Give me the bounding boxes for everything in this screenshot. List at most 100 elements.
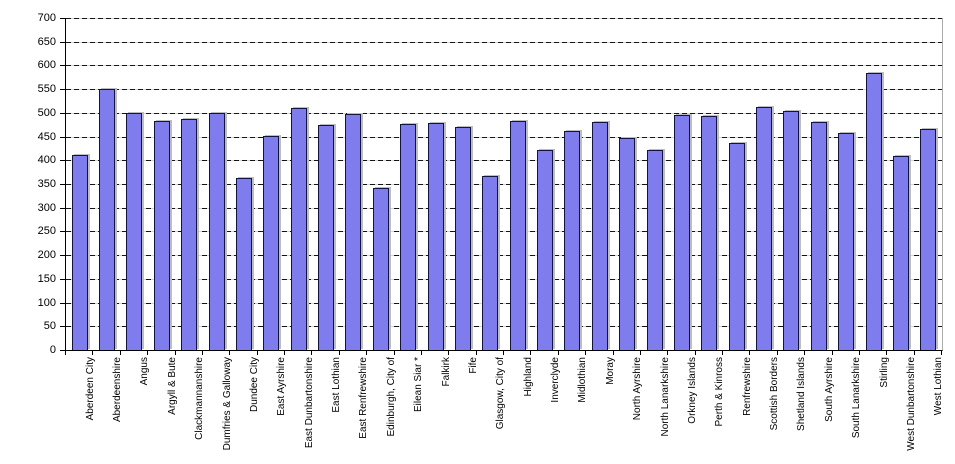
bar-aberdeenshire xyxy=(99,89,116,350)
y-axis-tick-label: 50 xyxy=(43,320,56,333)
y-axis-tick-label: 250 xyxy=(37,225,56,238)
x-axis-tick xyxy=(640,351,641,355)
x-axis-label: North Lanarkshire xyxy=(659,357,671,437)
gridline xyxy=(66,255,942,257)
x-axis-label: Renfrewshire xyxy=(741,357,753,416)
bar-south-lanarkshire xyxy=(838,133,855,350)
x-axis-tick xyxy=(366,351,367,355)
y-axis-tick-label: 300 xyxy=(37,201,56,214)
y-axis-tick-label: 450 xyxy=(37,130,56,143)
gridline xyxy=(66,326,942,328)
x-axis-tick xyxy=(65,351,66,355)
gridline xyxy=(66,18,942,19)
x-axis-label: South Ayrshire xyxy=(823,357,835,422)
x-axis-label: Moray xyxy=(604,357,616,385)
x-axis-tick xyxy=(311,351,312,355)
x-axis-label: Eilean Siar * xyxy=(413,357,425,413)
x-axis-label: Shetland Islands xyxy=(796,357,808,431)
y-axis-tick xyxy=(60,326,65,328)
x-axis-label: North Ayrshire xyxy=(632,357,644,421)
bar-argyll-bute xyxy=(153,121,170,350)
x-axis-tick xyxy=(229,351,230,355)
x-axis-label: Falkirk xyxy=(440,357,452,387)
gridline xyxy=(66,231,942,233)
y-axis-tick xyxy=(60,231,65,233)
x-axis-label: Stirling xyxy=(878,357,890,388)
x-axis-tick xyxy=(339,351,340,355)
y-axis-tick-label: 400 xyxy=(37,154,56,167)
gridline xyxy=(66,160,942,162)
gridline xyxy=(66,302,942,304)
y-axis-tick-label: 150 xyxy=(37,272,56,285)
x-axis-tick xyxy=(613,351,614,355)
x-axis-label: West Lothian xyxy=(933,357,945,416)
bar-perth-kinross xyxy=(701,116,718,350)
x-axis-tick xyxy=(257,351,258,355)
bar-shetland-islands xyxy=(783,111,800,350)
y-axis-tick xyxy=(60,136,65,138)
x-axis-label: Fife xyxy=(467,357,479,374)
plot-area xyxy=(65,18,943,351)
x-axis-tick xyxy=(667,351,668,355)
x-axis-label: Scottish Borders xyxy=(769,357,781,431)
x-axis-tick xyxy=(804,351,805,355)
bar-dundee-city xyxy=(235,178,252,350)
bar-fife xyxy=(454,127,471,350)
bar-north-lanarkshire xyxy=(646,150,663,350)
x-axis-label: East Renfrewshire xyxy=(358,357,370,439)
gridline xyxy=(66,136,942,138)
bar-north-ayrshire xyxy=(619,138,636,350)
gridline xyxy=(66,112,942,114)
y-axis-tick-label: 100 xyxy=(37,296,56,309)
x-axis-tick xyxy=(503,351,504,355)
x-axis-label: East Dunbartonshire xyxy=(303,357,315,449)
x-axis-tick xyxy=(941,351,942,355)
x-axis-tick xyxy=(886,351,887,355)
bar-midlothian xyxy=(564,131,581,350)
bar-south-ayrshire xyxy=(810,122,827,350)
x-axis-tick xyxy=(585,351,586,355)
x-axis-label: East Ayrshire xyxy=(276,357,288,416)
y-axis-tick-label: 700 xyxy=(37,12,56,24)
bar-inverclyde xyxy=(537,150,554,350)
x-axis-tick xyxy=(120,351,121,355)
x-axis-tick xyxy=(394,351,395,355)
y-axis-tick-label: 350 xyxy=(37,178,56,190)
x-axis-tick xyxy=(92,351,93,355)
x-axis-label: Dundee City xyxy=(248,357,260,413)
bar-moray xyxy=(591,122,608,350)
x-axis-tick xyxy=(202,351,203,355)
gridline xyxy=(66,41,942,43)
gridline xyxy=(66,207,942,209)
bar-stirling xyxy=(865,73,882,350)
bar-eilean-siar xyxy=(400,124,417,350)
y-axis-tick xyxy=(60,278,65,280)
bar-highland xyxy=(509,121,526,350)
bar-scottish-borders xyxy=(756,107,773,350)
x-axis-tick xyxy=(749,351,750,355)
x-axis-tick xyxy=(558,351,559,355)
x-axis-tick xyxy=(284,351,285,355)
y-axis-tick xyxy=(60,255,65,257)
bar-west-dunbartonshire xyxy=(892,156,909,350)
x-axis-tick xyxy=(530,351,531,355)
bar-aberdeen-city xyxy=(71,155,88,350)
x-axis-label: Perth & Kinross xyxy=(714,357,726,427)
x-axis-label: East Lothian xyxy=(331,357,343,413)
y-axis-tick xyxy=(60,302,65,304)
bar-angus xyxy=(126,113,143,350)
x-axis-tick xyxy=(722,351,723,355)
y-axis-tick xyxy=(60,89,65,91)
bar-glasgow-city-of xyxy=(482,176,499,350)
bar-edinburgh-city-of xyxy=(372,188,389,350)
bar-falkirk xyxy=(427,123,444,350)
x-axis-label: Highland xyxy=(522,357,534,397)
x-axis-label: Dumfries & Galloway xyxy=(221,357,233,451)
bar-east-ayrshire xyxy=(263,136,280,350)
y-axis-tick xyxy=(60,184,65,185)
bar-clackmannanshire xyxy=(181,119,198,350)
x-axis-tick xyxy=(147,351,148,355)
x-axis-label: Glasgow, City of xyxy=(495,357,507,430)
y-axis-tick-label: 650 xyxy=(37,35,56,48)
gridline xyxy=(66,278,942,280)
